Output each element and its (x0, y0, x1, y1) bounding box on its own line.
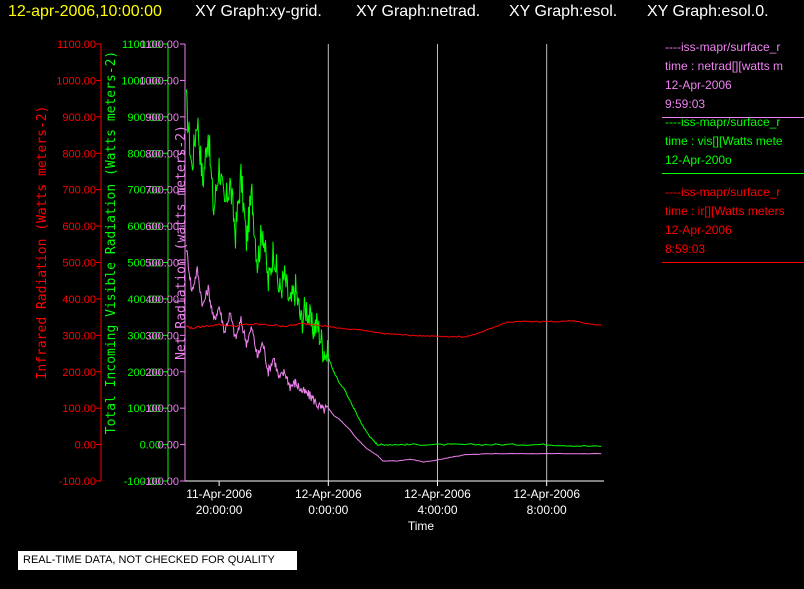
timestamp-title: 12-apr-2006,10:00:00 (8, 3, 162, 20)
infrared-series-line (186, 319, 602, 338)
net-y-tick-label: 500.00 (145, 258, 179, 270)
graph-label-esol: XY Graph:esol. (509, 3, 618, 20)
legend-infrared-line: ----iss-mapr/surface_r (665, 185, 781, 199)
infrared-y-tick-label: 300.00 (62, 330, 96, 342)
infrared-y-tick-label: -100.00 (59, 476, 96, 488)
infrared-y-tick-label: 0.00 (75, 440, 96, 452)
x-tick-label: 12-Apr-2006 (404, 487, 471, 501)
legend-visible-line: ----iss-mapr/surface_r (665, 115, 781, 129)
visible-y-tick-label: 0.00 (140, 440, 161, 452)
infrared-y-tick-label: 1100.00 (57, 39, 96, 51)
legend-net-line: 12-Apr-2006 (665, 78, 732, 92)
graph-label-esol-0: XY Graph:esol.0. (647, 3, 769, 20)
infrared-y-tick-label: 800.00 (62, 148, 96, 160)
infrared-y-tick-label: 500.00 (62, 258, 96, 270)
x-tick-label: 11-Apr-2006 (186, 487, 252, 501)
infrared-y-tick-label: 400.00 (62, 294, 96, 306)
graph-title-bar: 12-apr-2006,10:00:00 XY Graph:xy-grid. X… (0, 0, 804, 26)
legend-net-line: time : netrad[][watts m (665, 59, 784, 73)
visible-y-tick-label: 300.00 (127, 330, 161, 342)
net-series-line (185, 249, 602, 463)
net-y-tick-label: 800.00 (145, 148, 179, 160)
net-y-axis-label: Net Radiation (watts meters-2) (174, 125, 189, 360)
legend-infrared-line: time : ir[][Watts meters (665, 204, 785, 218)
visible-y-tick-label: 500.00 (127, 258, 161, 270)
infrared-y-axis-label: Infrared Radiation (Watts meters-2) (35, 106, 50, 380)
legend-visible-line: 12-Apr-200o (665, 153, 732, 167)
visible-y-tick-label: -100.00 (124, 476, 161, 488)
infrared-y-tick-label: 100.00 (62, 403, 96, 415)
graph-label-netrad: XY Graph:netrad. (356, 3, 481, 20)
x-tick-label: 20:00:00 (196, 503, 243, 517)
infrared-y-tick-label: 900.00 (62, 112, 96, 124)
infrared-y-tick-label: 700.00 (62, 185, 96, 197)
x-tick-label: 0:00:00 (308, 503, 348, 517)
net-y-tick-label: 100.00 (145, 403, 179, 415)
visible-y-tick-label: 400.00 (127, 294, 161, 306)
net-y-tick-label: 1000.00 (139, 75, 179, 87)
visible-y-axis-label: Total Incoming Visible Radiation (Watts … (104, 51, 119, 435)
net-y-tick-label: 400.00 (145, 294, 179, 306)
net-y-tick-label: 600.00 (145, 221, 179, 233)
legend-separator (662, 262, 804, 263)
legend-visible-line: time : vis[][Watts mete (665, 134, 783, 148)
net-y-tick-label: 700.00 (145, 185, 179, 197)
legend-separator (662, 173, 804, 174)
x-tick-label: 12-Apr-2006 (295, 487, 362, 501)
x-tick-label: 8:00:00 (527, 503, 567, 517)
infrared-y-tick-label: 600.00 (62, 221, 96, 233)
visible-y-tick-label: 1000.00 (121, 75, 161, 87)
visible-y-tick-label: 1100.00 (122, 39, 161, 51)
legend-separator (662, 117, 804, 118)
quality-disclaimer: REAL-TIME DATA, NOT CHECKED FOR QUALITY (18, 551, 297, 570)
visible-y-tick-label: 200.00 (127, 367, 161, 379)
x-tick-label: 12-Apr-2006 (513, 487, 580, 501)
net-y-tick-label: 900.00 (145, 112, 179, 124)
net-y-tick-label: 1100.00 (140, 39, 179, 51)
visible-y-tick-label: 100.00 (127, 403, 161, 415)
net-y-tick-label: -100.00 (142, 476, 179, 488)
legend-infrared-line: 8:59:03 (665, 242, 706, 256)
visible-y-tick-label: 700.00 (127, 185, 161, 197)
legend-infrared-line: 12-Apr-2006 (665, 223, 732, 237)
legend-net-line: ----iss-mapr/surface_r (665, 40, 781, 54)
graph-label-xy-grid: XY Graph:xy-grid. (195, 3, 322, 20)
net-y-tick-label: 300.00 (145, 330, 179, 342)
visible-y-tick-label: 600.00 (127, 221, 161, 233)
infrared-y-tick-label: 200.00 (62, 367, 96, 379)
infrared-y-tick-label: 1000.00 (56, 75, 96, 87)
visible-series-line (185, 89, 602, 447)
net-y-tick-label: 200.00 (145, 367, 179, 379)
x-tick-label: 4:00:00 (417, 503, 457, 517)
visible-y-tick-label: 900.00 (127, 112, 161, 124)
legend-net-line: 9:59:03 (665, 97, 706, 111)
net-y-tick-label: 0.00 (158, 440, 179, 452)
x-axis-label: Time (408, 519, 435, 533)
visible-y-tick-label: 800.00 (127, 148, 161, 160)
